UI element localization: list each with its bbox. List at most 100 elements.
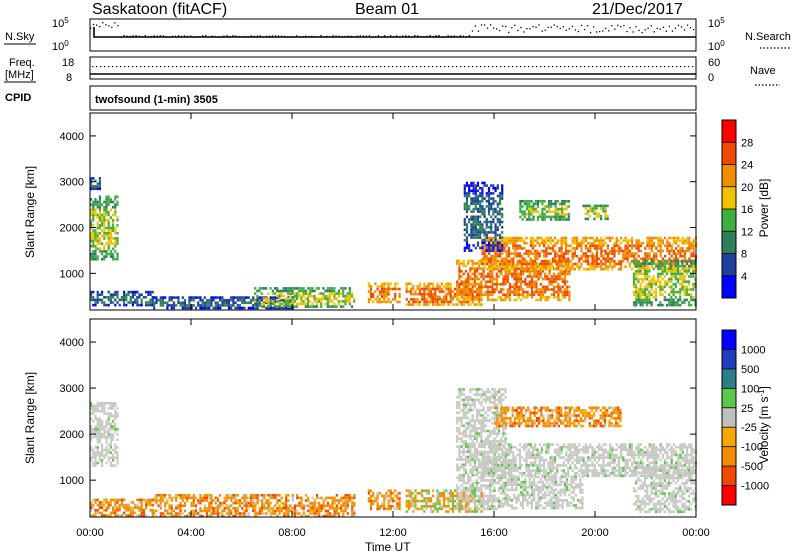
nave-point [588,66,590,68]
heatmap-cell [469,398,472,402]
heatmap-cell [598,262,601,266]
heatmap-cell [473,275,476,278]
heatmap-cell [159,304,162,307]
heatmap-cell [568,296,571,299]
heatmap-cell [468,218,471,221]
heatmap-cell [460,424,463,428]
heatmap-cell [565,257,568,261]
heatmap-cell [302,509,305,513]
heatmap-cell [175,499,178,502]
heatmap-cell [380,290,384,293]
heatmap-cell [476,228,480,232]
heatmap-cell [543,260,546,263]
heatmap-cell [276,499,279,502]
heatmap-cell [449,489,452,492]
heatmap-cell [495,277,498,281]
heatmap-cell [515,277,518,281]
heatmap-cell [467,460,470,464]
heatmap-cell [518,239,521,242]
power-colorbar-title: Power [dB] [757,179,771,238]
heatmap-cell [547,207,551,211]
heatmap-cell [481,252,484,255]
heatmap-cell [107,448,110,452]
heatmap-cell [103,244,106,248]
heatmap-cell [479,210,482,213]
heatmap-cell [648,298,651,302]
heatmap-cell [309,509,312,513]
heatmap-cell [164,514,167,518]
heatmap-cell [125,509,128,512]
heatmap-cell [391,499,395,503]
heatmap-cell [256,494,259,497]
heatmap-cell [116,242,119,245]
heatmap-cell [190,298,193,302]
heatmap-cell [374,298,377,301]
heatmap-cell [385,287,388,291]
heatmap-cell [447,492,450,495]
heatmap-cell [525,207,529,211]
heatmap-cell [322,292,325,295]
heatmap-cell [153,499,156,502]
heatmap-cell [554,215,557,219]
heatmap-cell [98,293,101,296]
nsearch-point [283,35,286,37]
heatmap-cell [414,298,417,301]
heatmap-cell [467,411,470,415]
heatmap-cell [313,499,316,502]
heatmap-cell [458,390,461,394]
heatmap-cell [151,296,154,299]
heatmap-cell [280,496,283,500]
heatmap-cell [333,297,336,301]
heatmap-cell [149,290,152,294]
heatmap-cell [216,514,220,518]
heatmap-cell [331,496,334,500]
heatmap-cell [652,267,655,270]
heatmap-cell [438,287,441,291]
heatmap-cell [674,283,677,286]
heatmap-cell [454,494,457,498]
heatmap-cell [561,270,564,273]
heatmap-cell [197,301,200,305]
heatmap-cell [92,205,95,209]
heatmap-cell [405,489,408,492]
heatmap-cell [467,403,470,407]
heatmap-cell [644,257,647,261]
nave-point [488,66,490,68]
heatmap-cell [515,272,518,276]
heatmap-cell [646,257,649,261]
heatmap-cell [606,265,609,268]
heatmap-cell [274,298,277,302]
heatmap-cell [692,252,695,255]
heatmap-cell [101,511,104,515]
heatmap-cell [690,293,693,296]
heatmap-cell [549,265,552,268]
heatmap-cell [568,298,571,302]
heatmap-cell [490,207,493,211]
heatmap-cell [513,272,516,276]
heatmap-cell [637,290,640,294]
heatmap-cell [525,205,529,208]
nsearch-point [274,35,277,37]
heatmap-cell [478,267,481,270]
heatmap-cell [396,507,399,511]
heatmap-cell [157,298,160,302]
heatmap-cell [512,244,515,248]
heatmap-cell [501,241,504,245]
heatmap-cell [458,411,461,415]
nsearch-point [686,24,689,26]
heatmap-cell [109,298,112,302]
heatmap-cell [646,265,649,268]
heatmap-cell [670,236,673,240]
heatmap-cell [462,453,465,456]
heatmap-cell [551,247,554,250]
heatmap-cell [464,471,468,474]
nsearch-point [335,35,337,37]
heatmap-cell [172,514,176,518]
heatmap-cell [615,249,618,253]
heatmap-cell [432,510,435,513]
heatmap-cell [462,288,465,291]
heatmap-cell [94,409,97,413]
heatmap-cell [434,505,437,508]
heatmap-cell [654,264,658,268]
